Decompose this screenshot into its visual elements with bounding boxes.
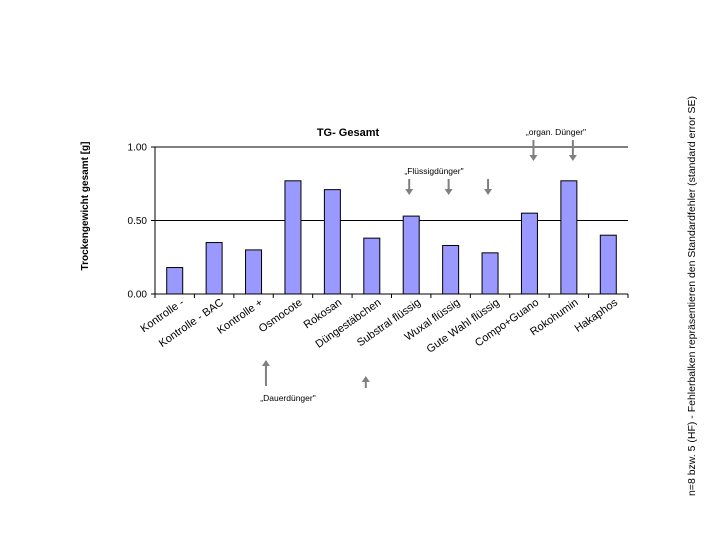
annotation-label: „organ. Dünger" (526, 127, 586, 137)
bar (599, 234, 617, 295)
arrowhead (444, 189, 453, 195)
bar (166, 267, 184, 295)
bar (481, 252, 499, 295)
bar (363, 237, 381, 295)
arrowhead (529, 155, 538, 161)
annotations: „organ. Dünger" „Flüssigdünger" „Dauerdüng… (260, 127, 586, 403)
bars (166, 180, 617, 295)
footnote: n=8 bzw. 5 (HF) - Fehlerbalken repräsent… (686, 96, 698, 496)
bar (442, 244, 460, 295)
arrowhead (261, 360, 270, 366)
bar (560, 180, 578, 295)
arrowhead (361, 376, 370, 382)
bar (520, 212, 538, 295)
bar (205, 242, 223, 295)
category-label: Osmocote (257, 297, 305, 336)
grid-lines (155, 146, 628, 221)
annotation-label: „Flüssigdünger" (404, 166, 463, 176)
y-tick-label: 1.00 (128, 143, 148, 154)
y-tick-label: 0.50 (128, 216, 148, 227)
arrowhead (405, 189, 414, 195)
y-tick-label: 0.00 (128, 290, 148, 301)
category-label: Hakaphos (573, 296, 621, 335)
bar (402, 215, 420, 295)
category-label: Gute Wahl flüssig (425, 297, 502, 356)
y-axis-label: Trockengewicht gesamt [g] (80, 142, 91, 271)
bar (245, 249, 263, 295)
chart-title: TG- Gesamt (317, 127, 380, 139)
bar (323, 189, 341, 295)
arrowhead (568, 155, 577, 161)
bar (284, 180, 302, 295)
y-axis: 0.00 0.50 1.00 (128, 143, 629, 301)
arrowhead (484, 189, 493, 195)
annotation-label: „Dauerdünger" (260, 393, 315, 403)
